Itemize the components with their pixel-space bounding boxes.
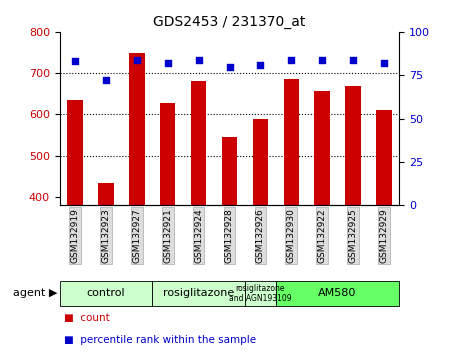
Point	[164, 60, 171, 66]
Text: rosiglitazone
and AGN193109: rosiglitazone and AGN193109	[229, 284, 291, 303]
Bar	[67, 100, 83, 205]
Title: GDS2453 / 231370_at: GDS2453 / 231370_at	[153, 16, 306, 29]
Bar	[191, 81, 207, 205]
Point	[102, 78, 110, 83]
Bar	[152, 281, 245, 306]
Bar	[252, 119, 268, 205]
Point	[72, 58, 79, 64]
Bar	[284, 79, 299, 205]
Bar	[222, 137, 237, 205]
Bar	[98, 183, 114, 205]
Text: rosiglitazone: rosiglitazone	[163, 289, 234, 298]
Bar	[60, 281, 152, 306]
Bar	[276, 281, 399, 306]
Point	[195, 57, 202, 62]
Bar	[345, 86, 361, 205]
Text: AM580: AM580	[319, 289, 357, 298]
Bar	[129, 53, 145, 205]
Point	[133, 57, 140, 62]
Point	[226, 64, 233, 69]
Bar	[160, 103, 175, 205]
Point	[349, 57, 357, 62]
Point	[319, 57, 326, 62]
Text: control: control	[87, 289, 125, 298]
Point	[288, 57, 295, 62]
Point	[380, 60, 387, 66]
Bar	[376, 110, 392, 205]
Bar	[245, 281, 276, 306]
Bar	[314, 91, 330, 205]
Text: agent ▶: agent ▶	[13, 289, 57, 298]
Text: ■  count: ■ count	[64, 313, 110, 323]
Point	[257, 62, 264, 68]
Text: ■  percentile rank within the sample: ■ percentile rank within the sample	[64, 335, 257, 344]
